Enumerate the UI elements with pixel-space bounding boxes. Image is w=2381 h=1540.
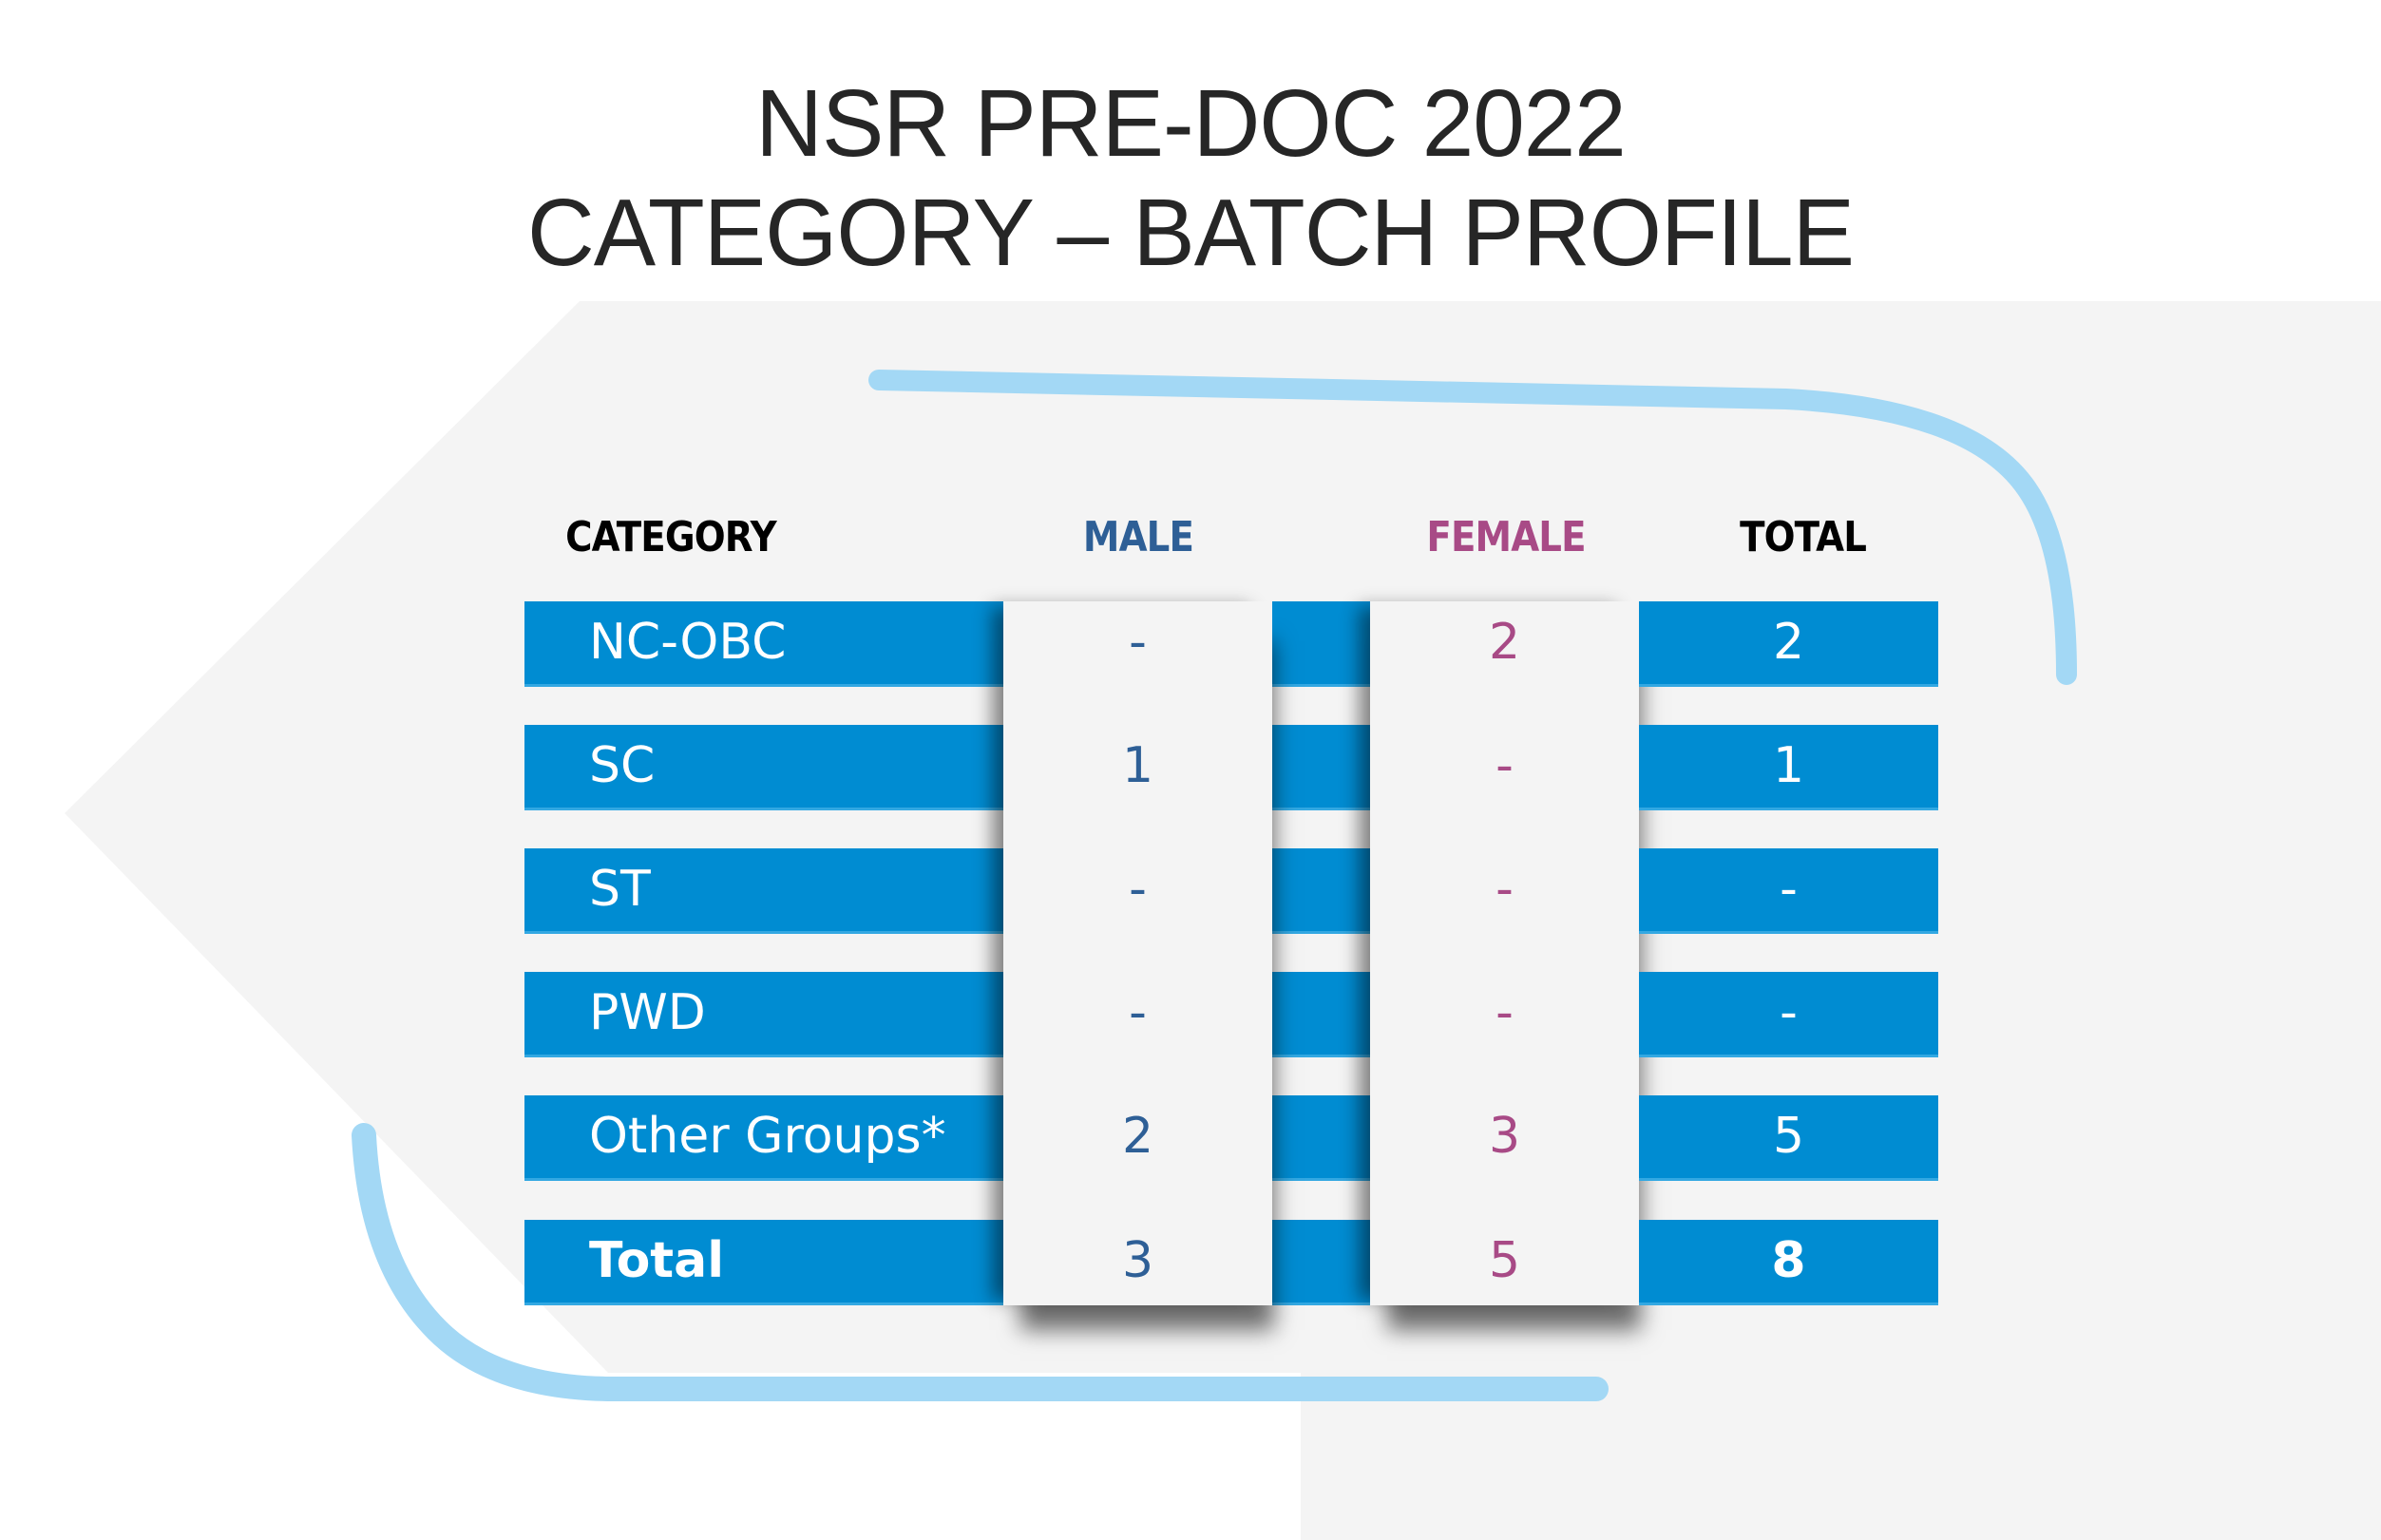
total-cell: - [1639,972,1938,1057]
category-label-total: Total [589,1232,725,1289]
total-value: 1 [1772,737,1805,794]
row-connector [1272,1220,1371,1305]
row-connector [1272,972,1371,1057]
total-value: 2 [1772,614,1805,671]
brush-stroke-bottom [352,1123,1609,1401]
page-title-line-2: CATEGORY – BATCH PROFILE [526,180,1855,286]
category-label: SC [589,737,656,794]
female-value: - [1495,737,1514,794]
male-value: - [1129,984,1147,1041]
category-label: ST [589,861,651,918]
brush-stroke-top [868,370,2077,685]
header-category: CATEGORY [565,513,777,561]
male-value: - [1129,614,1147,671]
total-cell-grand: 8 [1639,1220,1938,1305]
total-cell: 5 [1639,1095,1938,1181]
header-female: FEMALE [1426,513,1586,561]
category-row: PWD [524,972,1003,1057]
row-connector [1272,848,1371,934]
female-value: - [1495,984,1514,1041]
row-connector [1272,725,1371,810]
page-title-line-1: NSR PRE-DOC 2022 [755,70,1627,177]
male-value: 2 [1121,1108,1154,1165]
row-connector [1272,1095,1371,1181]
female-value: 3 [1488,1108,1521,1165]
total-cell: - [1639,848,1938,934]
total-value: 5 [1772,1108,1805,1165]
category-label: Other Groups* [589,1108,946,1165]
female-value: - [1495,861,1514,918]
female-column: 2 - - - 3 5 [1370,601,1639,1305]
total-cell: 2 [1639,601,1938,687]
header-male: MALE [1082,513,1194,561]
row-connector [1272,601,1371,687]
female-value: 2 [1488,614,1521,671]
total-value: - [1780,861,1798,918]
male-value-total: 3 [1121,1232,1154,1289]
male-value: 1 [1121,737,1154,794]
category-row: ST [524,848,1003,934]
category-label: NC-OBC [589,614,787,671]
male-value: - [1129,861,1147,918]
category-row: SC [524,725,1003,810]
male-column: - 1 - - 2 3 [1003,601,1272,1305]
header-total: TOTAL [1740,513,1867,561]
grand-total-value: 8 [1771,1232,1806,1289]
category-row: NC-OBC [524,601,1003,687]
total-value: - [1780,984,1798,1041]
total-cell: 1 [1639,725,1938,810]
category-row: Other Groups* [524,1095,1003,1181]
category-label: PWD [589,984,706,1041]
female-value-total: 5 [1488,1232,1521,1289]
category-row-total: Total [524,1220,1003,1305]
